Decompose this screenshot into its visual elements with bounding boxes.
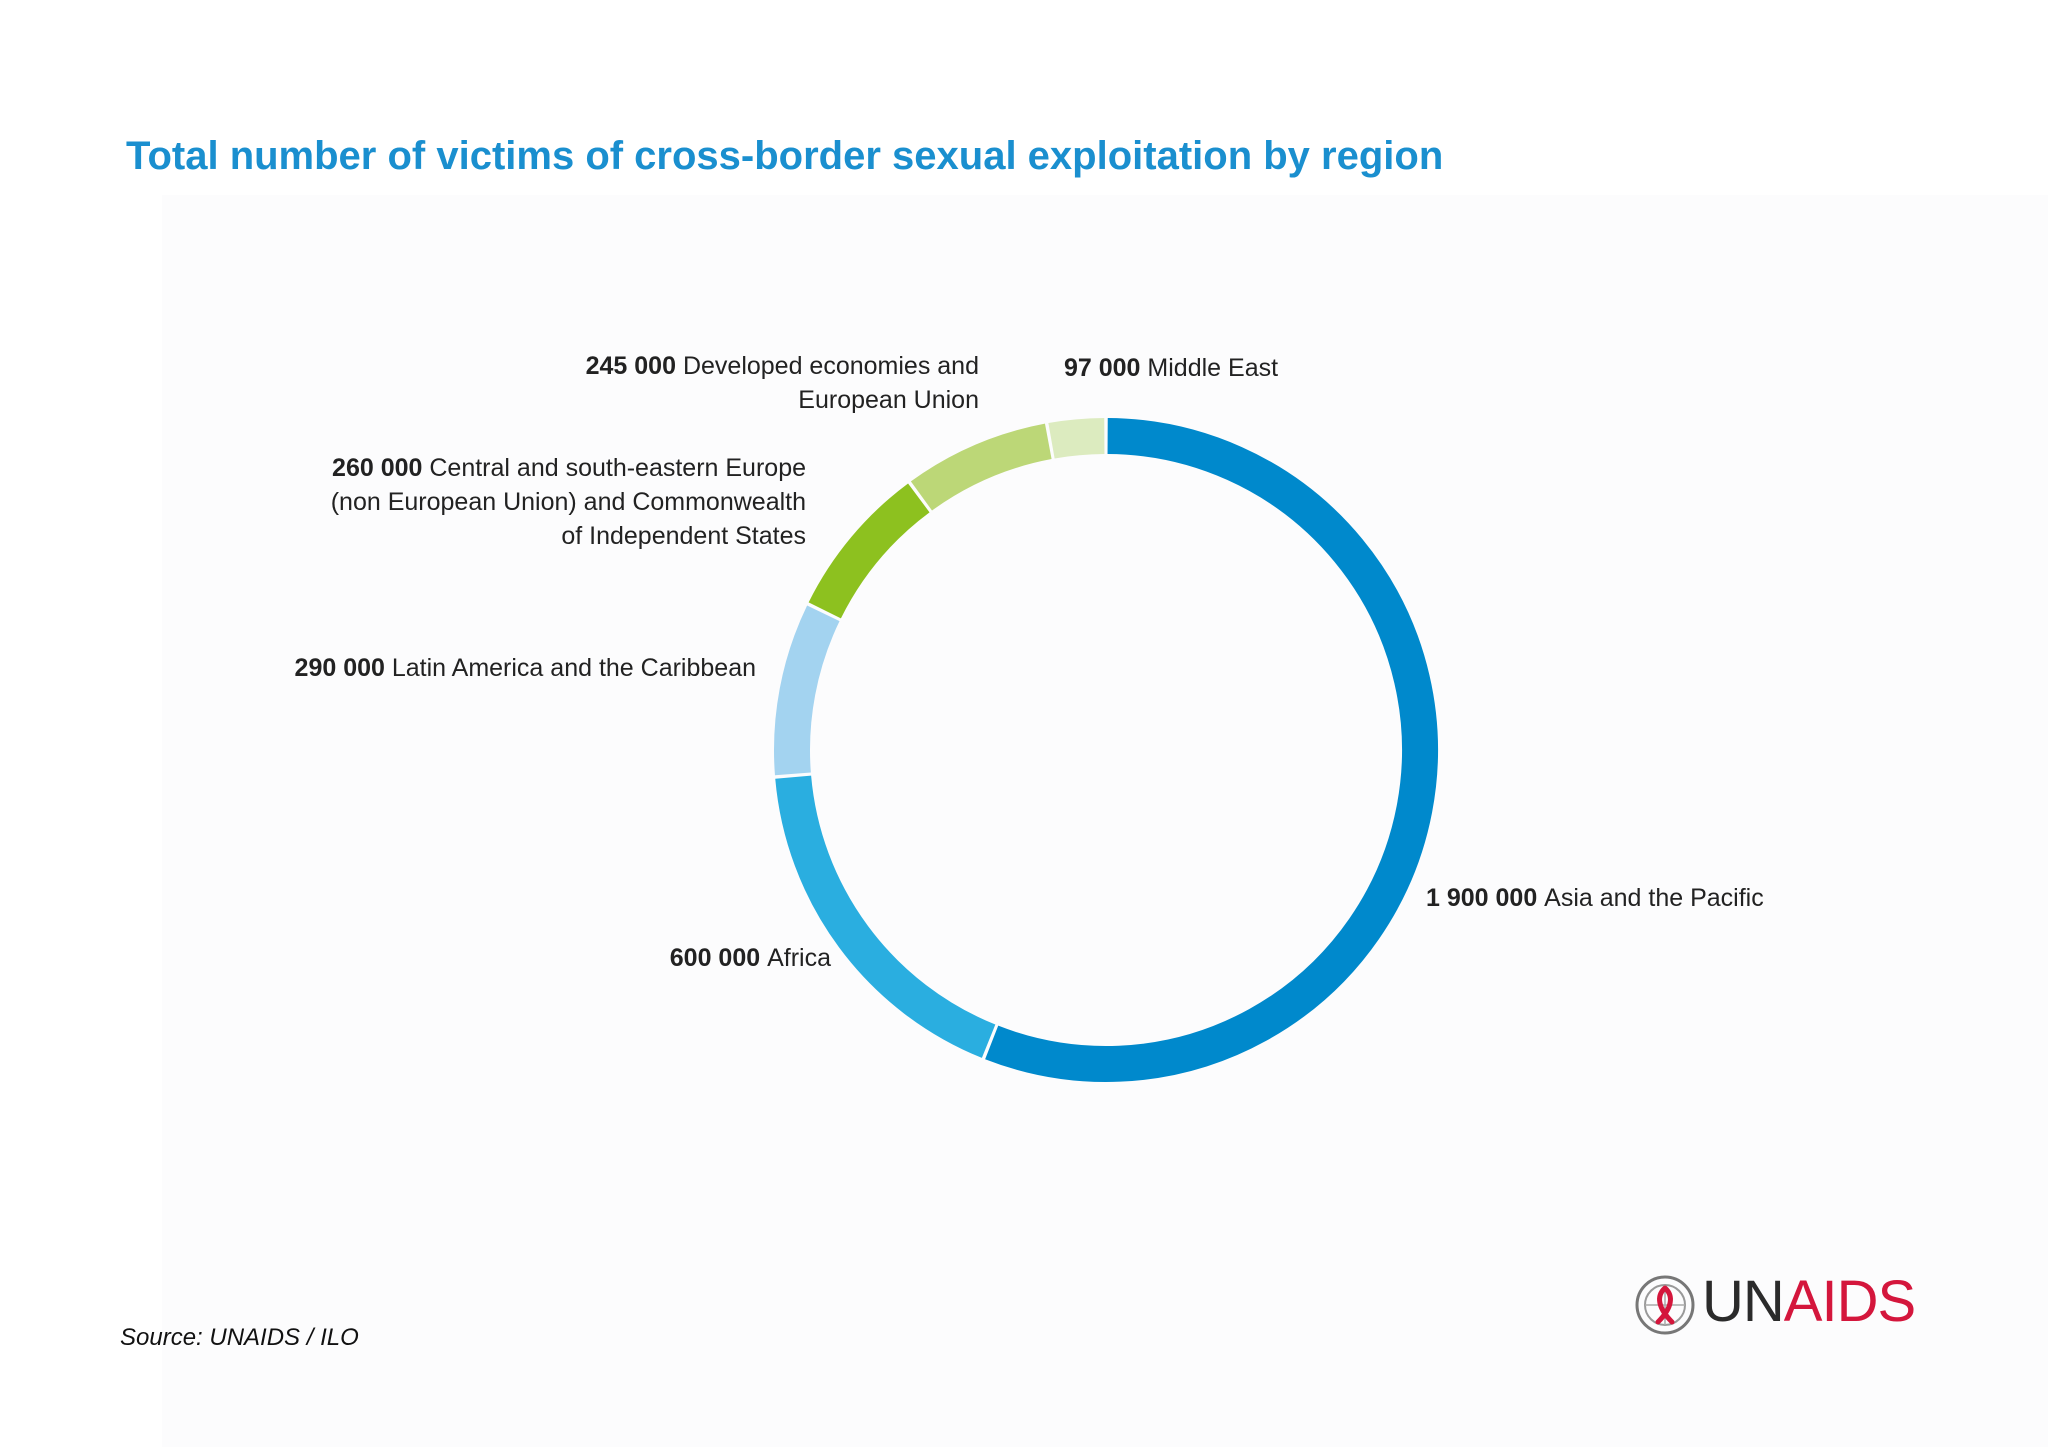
slice-label: 245 000 Developed economies and European … xyxy=(586,352,979,414)
donut-segment xyxy=(774,605,840,776)
donut-segment xyxy=(1048,418,1105,459)
slice-category-label: Developed economies and xyxy=(683,352,979,380)
slice-value-label: 260 000 xyxy=(332,454,429,482)
slice-category-label: Asia and the Pacific xyxy=(1544,884,1764,912)
unaids-logo: UNAIDS xyxy=(1634,1270,1934,1335)
slice-category-label: Latin America and the Caribbean xyxy=(392,654,756,682)
slice-value-label: 245 000 xyxy=(586,352,683,380)
slice-value-label: 1 900 000 xyxy=(1426,884,1544,912)
source-note: Source: UNAIDS / ILO xyxy=(120,1324,359,1351)
slice-label: 260 000 Central and south-eastern Europe… xyxy=(331,454,806,550)
logo-text-un: UN xyxy=(1702,1269,1785,1334)
donut-segment xyxy=(910,423,1052,511)
slice-category-label: Central and south-eastern Europe xyxy=(429,454,806,482)
slice-value-label: 290 000 xyxy=(295,654,392,682)
slice-label: 97 000 Middle East xyxy=(1064,354,1278,382)
slice-label: 290 000 Latin America and the Caribbean xyxy=(295,654,756,682)
chart-title: Total number of victims of cross-border … xyxy=(126,134,1444,178)
slice-value-label: 600 000 xyxy=(670,944,767,972)
donut-segment xyxy=(985,418,1438,1082)
chart-panel xyxy=(162,195,2048,1447)
un-emblem-icon xyxy=(1635,1275,1695,1335)
slice-label: 600 000 Africa xyxy=(670,944,831,972)
donut-segment xyxy=(808,483,930,619)
logo-text-aids: AIDS xyxy=(1783,1269,1916,1334)
slice-value-label: 97 000 xyxy=(1064,354,1147,382)
slice-label: 1 900 000 Asia and the Pacific xyxy=(1426,884,1764,912)
donut-segment xyxy=(775,775,996,1058)
slice-category-label: Africa xyxy=(767,944,831,972)
slice-category-label: Middle East xyxy=(1147,354,1278,382)
